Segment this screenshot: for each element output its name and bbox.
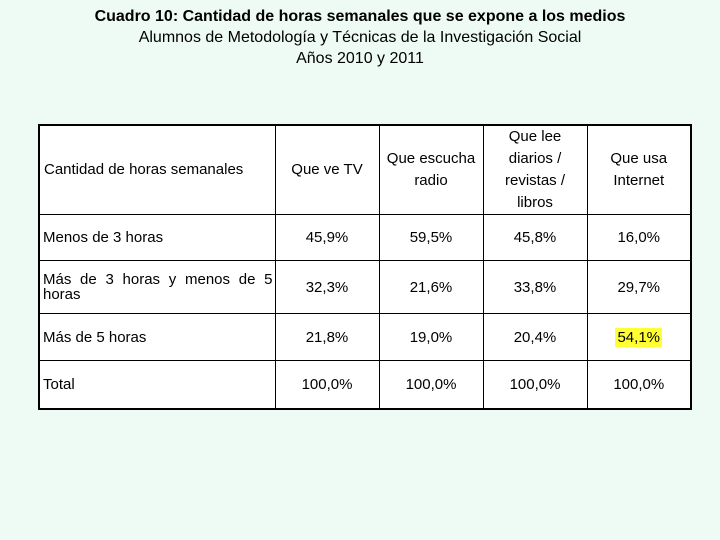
column-header-radio: Que escucha radio bbox=[378, 124, 484, 215]
data-table: Cantidad de horas semanales Que ve TV Qu… bbox=[38, 124, 692, 410]
highlighted-value: 54,1% bbox=[615, 327, 663, 347]
cell-radio: 21,6% bbox=[378, 260, 484, 314]
cell-tv: 45,9% bbox=[274, 214, 380, 261]
titles-block: Cuadro 10: Cantidad de horas semanales q… bbox=[0, 6, 720, 69]
cell-radio: 59,5% bbox=[378, 214, 484, 261]
row-label: Total bbox=[38, 360, 276, 410]
table-title: Cuadro 10: Cantidad de horas semanales q… bbox=[94, 8, 626, 25]
cell-tv: 21,8% bbox=[274, 313, 380, 361]
cell-internet: 54,1% bbox=[586, 313, 692, 361]
column-header-internet: Que usa Internet bbox=[586, 124, 692, 215]
row-label: Más de 3 horas y menos de 5 horas bbox=[38, 260, 276, 314]
cell-radio: 19,0% bbox=[378, 313, 484, 361]
table-row: Más de 3 horas y menos de 5 horas 32,3% … bbox=[38, 260, 692, 314]
cell-reading: 33,8% bbox=[482, 260, 588, 314]
column-header-reading: Que lee diarios / revistas / libros bbox=[482, 124, 588, 215]
cell-reading: 20,4% bbox=[482, 313, 588, 361]
header-row: Cantidad de horas semanales Que ve TV Qu… bbox=[38, 124, 692, 215]
cell-reading: 45,8% bbox=[482, 214, 588, 261]
column-header-hours: Cantidad de horas semanales bbox=[38, 124, 276, 215]
table-row: Menos de 3 horas 45,9% 59,5% 45,8% 16,0% bbox=[38, 214, 692, 261]
row-label: Menos de 3 horas bbox=[38, 214, 276, 261]
cell-reading: 100,0% bbox=[482, 360, 588, 410]
cell-internet: 29,7% bbox=[586, 260, 692, 314]
table-row: Más de 5 horas 21,8% 19,0% 20,4% 54,1% bbox=[38, 313, 692, 361]
cell-tv: 32,3% bbox=[274, 260, 380, 314]
cell-internet: 100,0% bbox=[586, 360, 692, 410]
row-label: Más de 5 horas bbox=[38, 313, 276, 361]
table-row: Total 100,0% 100,0% 100,0% 100,0% bbox=[38, 360, 692, 410]
table-subtitle: Alumnos de Metodología y Técnicas de la … bbox=[138, 29, 582, 46]
cell-radio: 100,0% bbox=[378, 360, 484, 410]
table-years: Años 2010 y 2011 bbox=[296, 50, 424, 67]
cell-tv: 100,0% bbox=[274, 360, 380, 410]
column-header-tv: Que ve TV bbox=[274, 124, 380, 215]
cell-internet: 16,0% bbox=[586, 214, 692, 261]
